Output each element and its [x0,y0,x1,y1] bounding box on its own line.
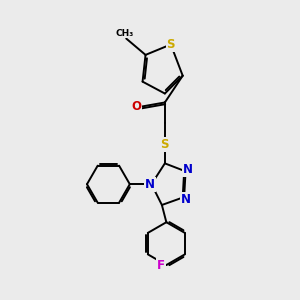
Text: N: N [181,193,191,206]
Text: F: F [157,259,165,272]
Text: S: S [167,38,175,51]
Text: CH₃: CH₃ [116,29,134,38]
Text: S: S [160,138,169,151]
Text: N: N [145,178,155,191]
Text: N: N [183,163,193,176]
Text: O: O [131,100,141,113]
